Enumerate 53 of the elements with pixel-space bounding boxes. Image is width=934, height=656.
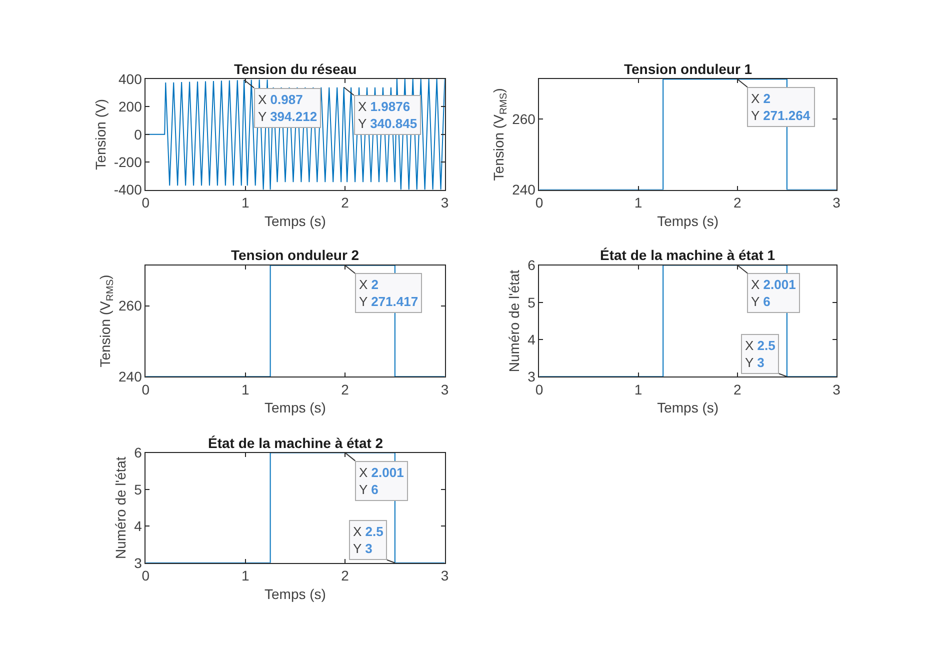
y-tick-label: 3 [134,554,142,571]
annotation: X 2.5 Y 3 [353,524,384,556]
y-tick-label: 3 [528,368,536,385]
chart-title: Tension du réseau [234,61,357,77]
x-tick-label: 1 [241,194,250,211]
annotation: X 1.9876 Y 340.845 [358,99,418,131]
y-tick-label: -400 [114,182,142,198]
y-axis-title: Tension (V) [92,98,108,170]
y-tick-label: 5 [528,294,536,310]
y-tick-label: 4 [134,518,142,534]
y-tick-label: 5 [134,481,142,498]
annotation: X 2 Y 271.264 [751,91,811,123]
annotation: X 2 Y 271.417 [359,277,418,309]
chart-title: État de la machine à état 1 [600,247,776,263]
y-tick-label: 4 [528,331,536,348]
x-axis-title: Temps (s) [657,212,719,229]
y-tick-label: 260 [512,110,536,127]
x-axis-title: Temps (s) [264,212,326,229]
x-tick-label: 1 [634,194,642,211]
y-axis-title: Numéro de l'état [112,456,129,559]
y-tick-label: -200 [114,154,142,170]
chart-title: Tension onduleur 2 [231,247,360,263]
y-axis-title: Numéro de l'état [506,270,522,372]
x-tick-label: 1 [241,568,250,584]
annotation: X 2.5 Y 3 [745,338,776,370]
annotation: X 0.987 Y 394.212 [258,92,318,124]
x-tick-label: 3 [832,194,841,211]
x-tick-label: 1 [241,381,250,398]
x-tick-label: 3 [440,381,449,398]
x-axis-title: Temps (s) [657,400,719,416]
annotation: X 2.001 Y 6 [359,465,404,497]
x-tick-label: 2 [341,381,350,398]
x-tick-label: 2 [733,381,742,398]
x-tick-label: 3 [440,194,449,211]
x-tick-label: 1 [634,381,642,398]
y-tick-label: 6 [134,444,142,461]
y-tick-label: 260 [118,298,142,314]
chart-title: État de la machine à état 2 [208,435,384,451]
y-tick-label: 240 [118,368,142,385]
x-tick-label: 3 [440,568,449,584]
y-tick-label: 200 [118,98,142,115]
y-tick-label: 240 [512,182,536,198]
y-tick-label: 6 [528,257,536,274]
y-tick-label: 400 [118,70,142,87]
x-tick-label: 2 [341,568,350,584]
y-tick-label: 0 [134,126,142,142]
chart-title: Tension onduleur 1 [624,61,752,77]
x-tick-label: 3 [832,381,841,398]
x-axis-title: Temps (s) [264,400,326,416]
x-tick-label: 2 [341,194,350,211]
x-tick-label: 2 [733,194,742,211]
annotation: X 2.001 Y 6 [751,277,796,309]
x-axis-title: Temps (s) [264,586,326,602]
